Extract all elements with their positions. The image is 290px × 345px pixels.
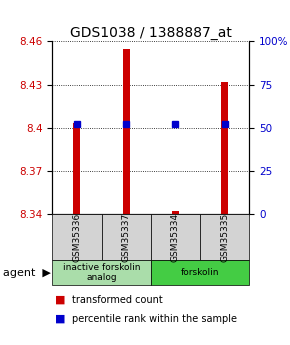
Text: ■: ■ [55,314,66,324]
Text: transformed count: transformed count [72,295,163,305]
Bar [73,123,80,214]
Text: GSM35337: GSM35337 [122,213,131,262]
Title: GDS1038 / 1388887_at: GDS1038 / 1388887_at [70,26,232,40]
Text: inactive forskolin
analog: inactive forskolin analog [63,263,140,282]
Text: GSM35334: GSM35334 [171,213,180,262]
Text: agent  ▶: agent ▶ [3,268,51,277]
Bar [172,211,179,214]
Bar [123,49,130,214]
Text: forskolin: forskolin [181,268,219,277]
Bar [221,82,228,214]
Text: ■: ■ [55,295,66,305]
Text: GSM35335: GSM35335 [220,213,229,262]
Text: percentile rank within the sample: percentile rank within the sample [72,314,238,324]
Text: GSM35336: GSM35336 [72,213,81,262]
